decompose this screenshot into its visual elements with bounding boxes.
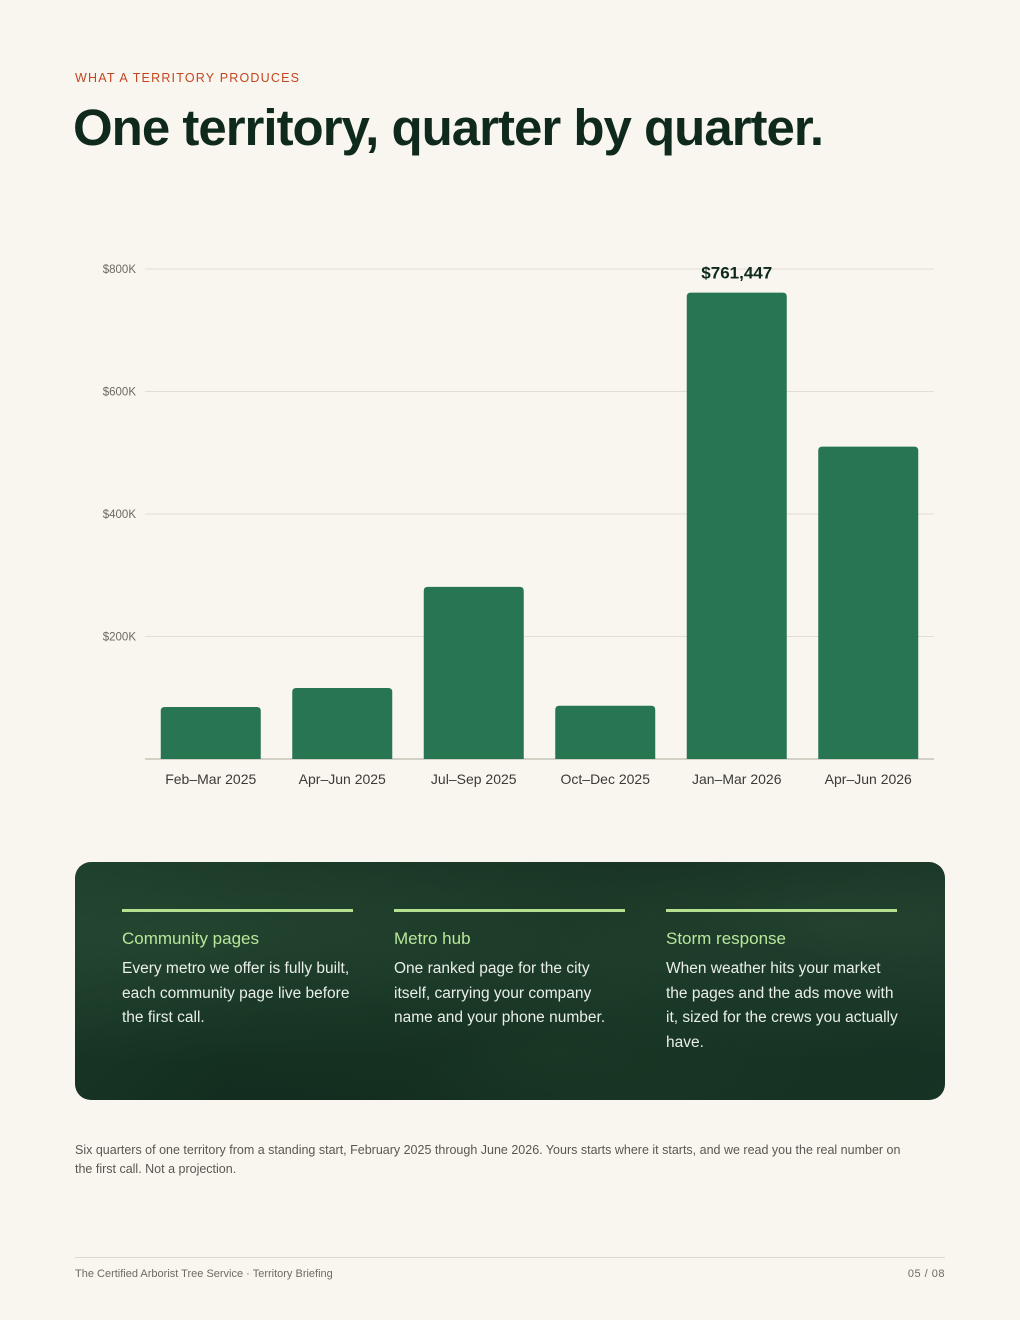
bar-2 [292,687,393,759]
page-title: One territory, quarter by quarter. [73,99,824,156]
feature-rule [394,909,625,912]
y-tick-label: $800K [103,264,137,276]
feature-body: Every metro we offer is fully built, eac… [122,960,350,1026]
y-tick-label: $400K [103,509,137,521]
x-tick-label: Apr–Jun 2025 [299,771,386,787]
features-panel: Community pages Every metro we offer is … [75,862,945,1100]
revenue-bar-chart: $200K $400K $600K $800K Feb–Mar 2025 Apr–Jun … [103,264,934,787]
feature-title: Metro hub [394,929,471,948]
feature-body: When weather hits your market the pages … [666,960,898,1051]
footnote: Six quarters of one territory from a sta… [75,1143,901,1176]
bar-1 [160,706,261,759]
feature-rule [666,909,897,912]
feature-rule [122,909,353,912]
footer-document-name: The Certified Arborist Tree Service · Te… [75,1268,333,1280]
feature-storm-response: Storm response When weather hits your ma… [666,909,898,1055]
bar-5 [686,292,787,759]
y-tick-label: $600K [103,387,137,399]
bar-6 [818,446,919,759]
x-tick-label: Oct–Dec 2025 [561,771,651,787]
feature-title: Storm response [666,929,786,948]
feature-title: Community pages [122,929,260,948]
bar-3 [423,586,524,759]
feature-community-pages: Community pages Every metro we offer is … [122,909,354,1031]
x-tick-label: Apr–Jun 2026 [825,771,912,787]
footer-divider [75,1257,945,1258]
bar-4 [555,705,656,759]
footer-page-number: 05 / 08 [907,1268,945,1280]
feature-metro-hub: Metro hub One ranked page for the city i… [394,909,626,1031]
y-tick-label: $200K [103,632,137,644]
section-eyebrow: WHAT A TERRITORY PRODUCES [75,71,301,85]
x-tick-label: Feb–Mar 2025 [165,771,256,787]
x-tick-label: Jan–Mar 2026 [692,771,782,787]
data-label: $761,447 [701,264,772,283]
x-tick-label: Jul–Sep 2025 [431,771,517,787]
feature-body: One ranked page for the city itself, car… [394,960,606,1026]
